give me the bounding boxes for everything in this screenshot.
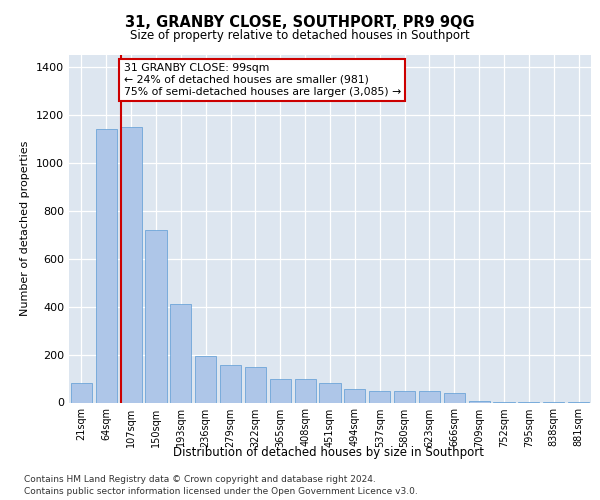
Y-axis label: Number of detached properties: Number of detached properties	[20, 141, 31, 316]
Bar	[145, 230, 167, 402]
Bar	[245, 366, 266, 402]
Bar	[195, 356, 216, 403]
Bar	[444, 393, 465, 402]
Text: Size of property relative to detached houses in Southport: Size of property relative to detached ho…	[130, 29, 470, 42]
Bar	[394, 390, 415, 402]
Bar	[220, 366, 241, 403]
Text: 31, GRANBY CLOSE, SOUTHPORT, PR9 9QG: 31, GRANBY CLOSE, SOUTHPORT, PR9 9QG	[125, 15, 475, 30]
Text: Contains public sector information licensed under the Open Government Licence v3: Contains public sector information licen…	[24, 488, 418, 496]
Bar	[419, 390, 440, 402]
Bar	[270, 378, 291, 402]
Bar	[295, 378, 316, 402]
Bar	[121, 127, 142, 402]
Bar	[369, 390, 390, 402]
Bar	[71, 384, 92, 402]
Bar	[469, 400, 490, 402]
Bar	[319, 384, 341, 402]
Text: 31 GRANBY CLOSE: 99sqm
← 24% of detached houses are smaller (981)
75% of semi-de: 31 GRANBY CLOSE: 99sqm ← 24% of detached…	[124, 64, 401, 96]
Text: Contains HM Land Registry data © Crown copyright and database right 2024.: Contains HM Land Registry data © Crown c…	[24, 475, 376, 484]
Bar	[170, 304, 191, 402]
Bar	[344, 390, 365, 402]
Bar	[96, 130, 117, 402]
Text: Distribution of detached houses by size in Southport: Distribution of detached houses by size …	[173, 446, 484, 459]
